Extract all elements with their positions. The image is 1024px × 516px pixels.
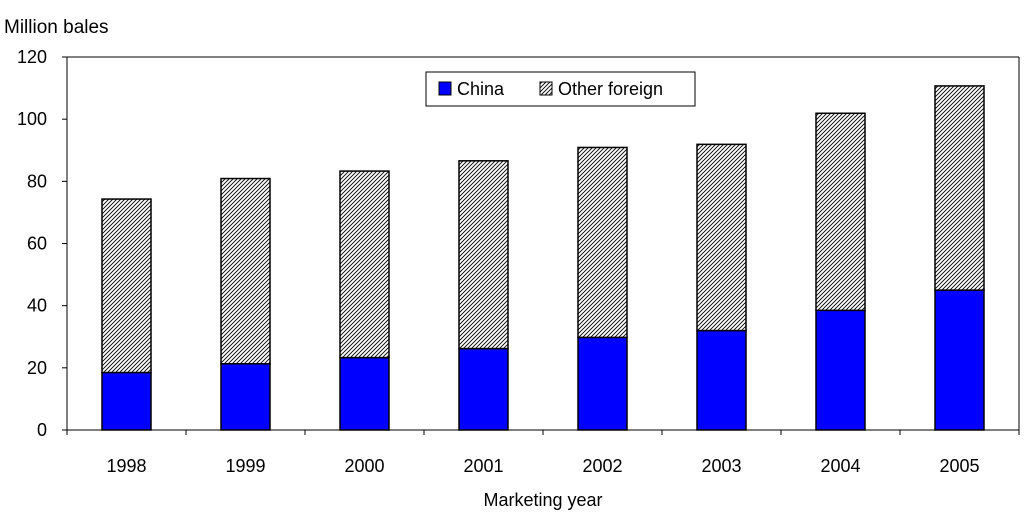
x-tick-label: 2005 — [939, 456, 979, 476]
bar-china — [101, 371, 152, 431]
bar-other-foreign — [339, 170, 390, 359]
x-tick-label: 2001 — [463, 456, 503, 476]
bar-other-foreign — [934, 85, 985, 291]
bar-china — [815, 309, 866, 431]
x-tick-label: 2000 — [344, 456, 384, 476]
bar-china — [696, 329, 747, 431]
bar-china — [339, 356, 390, 431]
x-tick-label: 2004 — [820, 456, 860, 476]
y-tick-label: 100 — [17, 109, 47, 129]
y-tick-label: 60 — [27, 234, 47, 254]
y-tick-label: 0 — [37, 420, 47, 440]
bar-other-foreign — [577, 146, 628, 339]
x-axis-title: Marketing year — [483, 490, 602, 510]
x-tick-label: 1998 — [106, 456, 146, 476]
bar-other-foreign — [696, 143, 747, 332]
bar-china — [934, 289, 985, 431]
x-tick-label: 2002 — [582, 456, 622, 476]
bar-other-foreign — [101, 198, 152, 374]
y-axis-title: Million bales — [4, 17, 109, 38]
bar-china — [458, 347, 509, 431]
legend-swatch-other-foreign — [539, 81, 553, 96]
y-axis-ticks: 0 20 40 60 80 100 120 — [17, 47, 67, 440]
y-tick-label: 80 — [27, 171, 47, 191]
x-axis-ticks: 1998 1999 2000 2001 2002 2003 2004 2005 — [66, 430, 1020, 476]
x-tick-label: 2003 — [701, 456, 741, 476]
bars — [101, 85, 985, 431]
legend-swatch-china — [438, 81, 452, 96]
bar-other-foreign — [458, 160, 509, 350]
legend-box — [425, 71, 696, 107]
legend-label-china: China — [457, 79, 505, 99]
bar-china — [220, 363, 271, 431]
y-tick-label: 120 — [17, 47, 47, 67]
y-tick-label: 40 — [27, 296, 47, 316]
legend-label-other-foreign: Other foreign — [558, 79, 663, 99]
legend: China Other foreign — [425, 71, 696, 107]
bar-china — [577, 336, 628, 431]
x-tick-label: 1999 — [225, 456, 265, 476]
bar-other-foreign — [815, 112, 866, 312]
y-tick-label: 20 — [27, 358, 47, 378]
bar-other-foreign — [220, 177, 271, 365]
